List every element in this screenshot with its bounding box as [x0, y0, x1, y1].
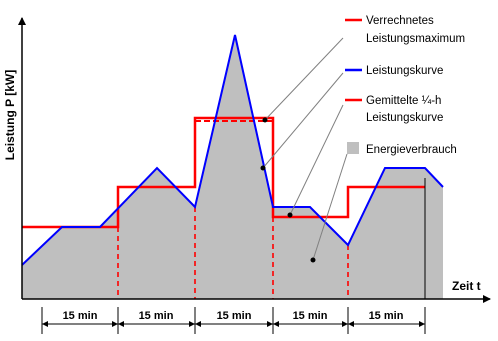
x-axis-label: Zeit t — [452, 279, 481, 293]
legend-swatch-energy — [347, 142, 359, 154]
interval-brackets — [41, 307, 426, 334]
legend-label-avg-2: Leistungskurve — [366, 112, 443, 124]
interval-label-5: 15 min — [369, 310, 404, 322]
energy-area — [22, 35, 443, 299]
interval-dividers — [117, 207, 349, 299]
legend-pointers — [262, 37, 348, 261]
power-curve — [21, 34, 444, 266]
pointer-dots — [260, 117, 316, 263]
legend-label-energy: Energieverbrauch — [366, 144, 457, 156]
interval-label-3: 15 min — [217, 310, 252, 322]
legend-label-max-1: Verrechnetes — [366, 15, 434, 27]
legend-label-curve: Leistungskurve — [366, 65, 443, 77]
legend: Verrechnetes Leistungsmaximum Leistungsk… — [345, 15, 465, 156]
interval-label-2: 15 min — [139, 310, 174, 322]
y-axis-label: Leistung P [kW] — [3, 70, 17, 160]
legend-label-avg-1: Gemittelte ¼-h — [366, 95, 441, 107]
interval-label-4: 15 min — [293, 310, 328, 322]
interval-bracket-arrows — [42, 321, 425, 327]
legend-label-max-2: Leistungsmaximum — [366, 33, 465, 45]
interval-label-1: 15 min — [63, 310, 98, 322]
